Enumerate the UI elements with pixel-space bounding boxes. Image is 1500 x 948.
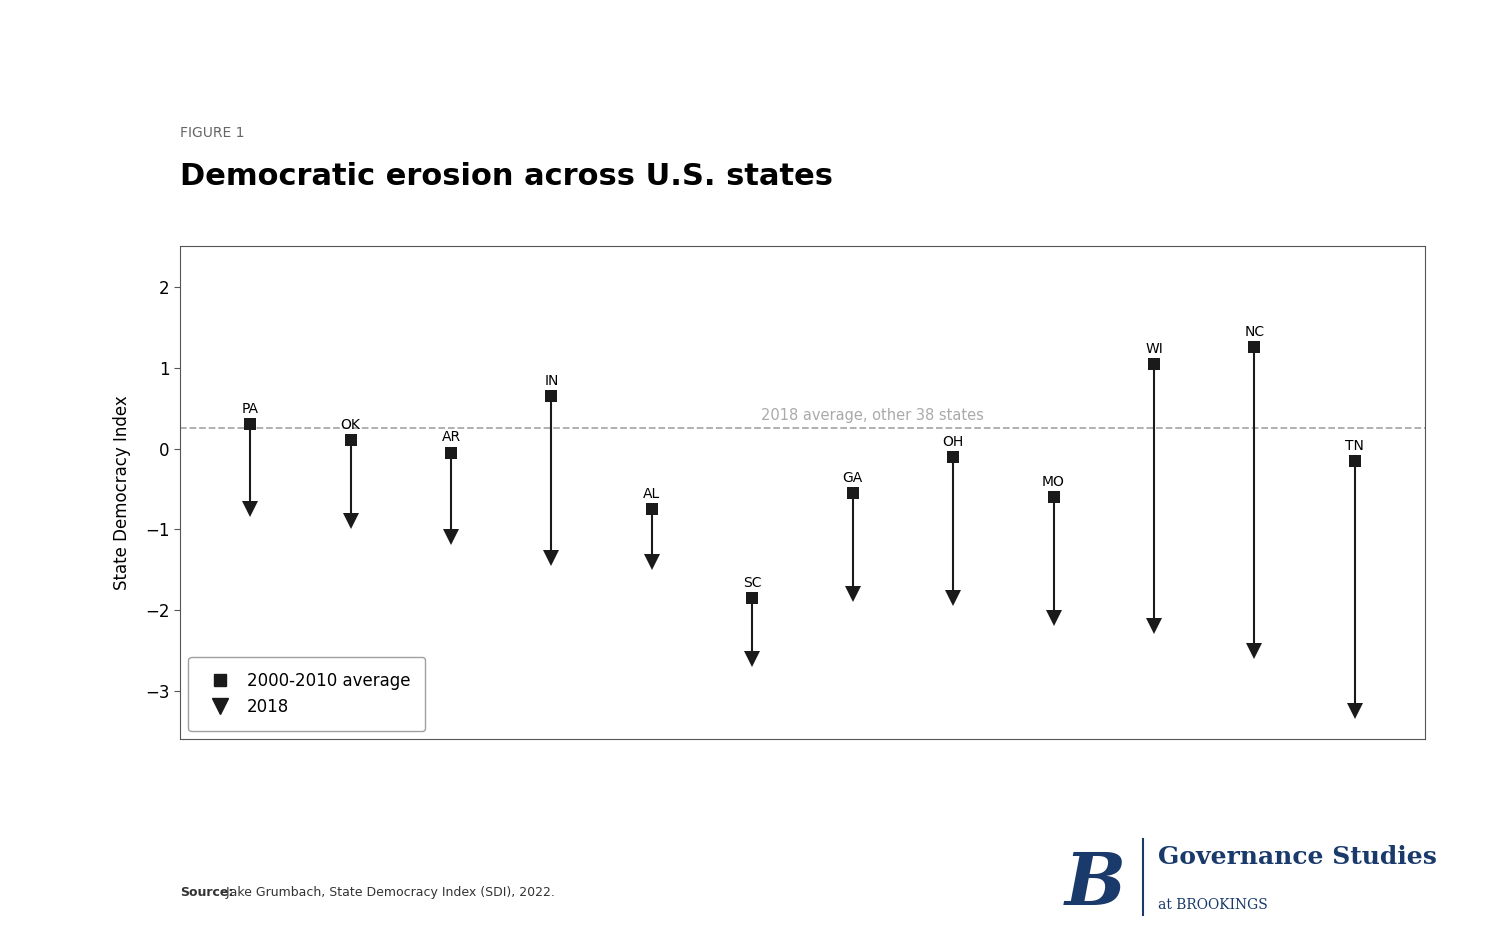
Text: TN: TN bbox=[1346, 439, 1364, 452]
Y-axis label: State Democracy Index: State Democracy Index bbox=[112, 395, 130, 591]
Text: AL: AL bbox=[644, 487, 660, 501]
Text: Governance Studies: Governance Studies bbox=[1158, 846, 1437, 869]
Text: WI: WI bbox=[1144, 341, 1162, 356]
Text: Source:: Source: bbox=[180, 885, 234, 899]
Text: 2018 average, other 38 states: 2018 average, other 38 states bbox=[762, 408, 984, 423]
Text: IN: IN bbox=[544, 374, 558, 388]
Text: MO: MO bbox=[1042, 475, 1065, 489]
Text: Democratic erosion across U.S. states: Democratic erosion across U.S. states bbox=[180, 162, 833, 191]
Text: AR: AR bbox=[441, 430, 460, 445]
Text: at BROOKINGS: at BROOKINGS bbox=[1158, 898, 1268, 912]
Text: OK: OK bbox=[340, 418, 360, 432]
Text: B: B bbox=[1065, 848, 1126, 920]
Text: GA: GA bbox=[843, 471, 862, 484]
Text: FIGURE 1: FIGURE 1 bbox=[180, 126, 244, 140]
Text: Jake Grumbach, State Democracy Index (SDI), 2022.: Jake Grumbach, State Democracy Index (SD… bbox=[222, 885, 555, 899]
Text: PA: PA bbox=[242, 402, 260, 416]
Text: NC: NC bbox=[1245, 325, 1264, 339]
Legend: 2000-2010 average, 2018: 2000-2010 average, 2018 bbox=[189, 657, 424, 731]
Text: SC: SC bbox=[742, 576, 762, 590]
Text: OH: OH bbox=[942, 434, 963, 448]
